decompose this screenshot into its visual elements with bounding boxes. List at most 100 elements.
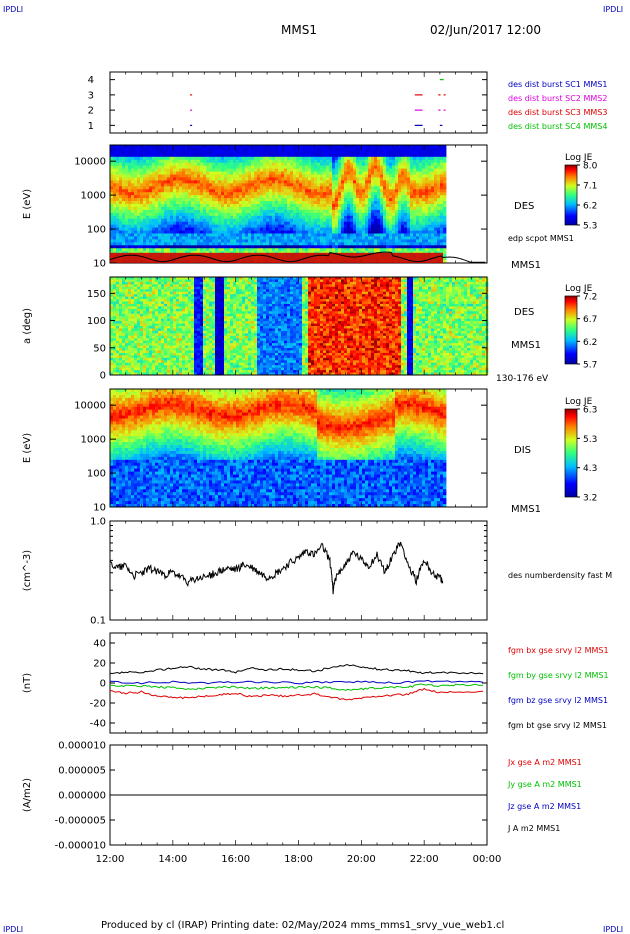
spectrogram-cell [185,156,189,161]
spectrogram-cell [332,209,336,214]
spectrogram-cell [293,236,297,240]
spectrogram-cell [437,245,441,249]
spectrogram-cell [326,248,330,252]
spectrogram-cell [380,230,384,234]
spectrogram-cell [332,212,336,217]
spectrogram-cell [413,198,417,202]
spectrogram-cell [296,180,300,184]
spectrogram-cell [353,159,357,164]
spectrogram-cell [338,224,342,228]
spectrogram-cell [116,308,120,312]
spectrogram-cell [431,206,435,211]
spectrogram-cell [248,218,252,223]
spectrogram-cell [443,248,447,252]
spectrogram-cell [260,248,264,252]
spectrogram-cell [359,227,363,231]
spectrogram-cell [155,159,159,164]
spectrogram-cell [281,224,285,228]
spectrogram-cell [401,168,405,172]
spectrogram-cell [383,180,387,184]
spectrogram-cell [116,218,120,223]
spectrogram-cell [236,153,240,158]
spectrogram-cell [401,162,405,167]
spectrogram-cell [392,168,396,172]
spectrogram-cell [368,147,372,152]
spectrogram-cell [167,242,171,246]
spectrogram-cell [341,153,345,158]
spectrogram-cell [122,198,126,202]
spectrogram-cell [431,215,435,220]
spectrogram-cell [407,174,411,178]
spectrogram-cell [272,248,276,252]
spectrogram-cell [197,215,201,220]
spectrogram-cell [179,230,183,234]
spectrogram-cell [209,198,213,202]
spectrogram-cell [119,303,123,307]
spectrogram-cell [410,180,414,184]
spectrogram-cell [140,189,144,193]
spectrogram-cell [236,206,240,211]
spectrogram-cell [113,289,117,293]
spectrogram-cell [299,156,303,161]
spectrogram-cell [431,242,435,246]
spectrogram-cell [194,236,198,240]
spectrogram-cell [338,145,342,149]
spectrogram-cell [113,321,117,324]
spectrogram-cell [146,165,150,169]
spectrogram-cell [137,201,141,205]
spectrogram-cell [260,183,264,187]
spectrogram-cell [110,355,114,359]
spectrogram-cell [386,209,390,214]
spectrogram-cell [236,201,240,205]
spectrogram-cell [155,221,159,226]
spectrogram-cell [176,201,180,205]
spectrogram-cell [275,162,279,167]
spectrogram-cell [248,245,252,249]
spectrogram-cell [116,186,120,190]
spectrogram-cell [248,204,252,208]
spectrogram-cell [182,239,186,243]
spectrogram-cell [113,145,117,149]
spectrogram-cell [395,174,399,178]
spectrogram-cell [374,186,378,190]
spectrogram-cell [335,245,339,249]
spectrogram-cell [215,147,219,152]
spectrogram-cell [383,215,387,220]
spectrogram-cell [275,156,279,161]
spectrogram-cell [155,183,159,187]
spectrogram-cell [167,239,171,243]
spectrogram-cell [437,233,441,237]
spectrogram-cell [197,165,201,169]
spectrogram-cell [215,192,219,196]
spectrogram-cell [395,227,399,231]
spectrogram-cell [230,165,234,169]
spectrogram-cell [149,189,153,193]
spectrogram-cell [176,192,180,196]
spectrogram-cell [392,195,396,199]
spectrogram-cell [422,245,426,249]
spectrogram-cell [203,168,207,172]
spectrogram-cell [278,212,282,217]
spectrogram-cell [290,177,294,181]
spectrogram-cell [206,209,210,214]
spectrogram-cell [227,233,231,237]
spectrogram-cell [272,221,276,226]
spectrogram-cell [158,159,162,164]
spectrogram-cell [344,165,348,169]
spectrogram-cell [281,215,285,220]
spectrogram-cell [290,215,294,220]
spectrogram-cell [281,212,285,217]
spectrogram-cell [197,195,201,199]
spectrogram-cell [161,233,165,237]
spectrogram-cell [233,195,237,199]
spectrogram-cell [353,145,357,149]
spectrogram-cell [341,198,345,202]
spectrogram-cell [248,198,252,202]
spectrogram-cell [314,171,318,175]
spectrogram-cell [116,335,120,339]
spectrogram-cell [203,177,207,181]
spectrogram-cell [110,189,114,193]
spectrogram-cell [233,204,237,208]
spectrogram-cell [155,162,159,167]
spectrogram-cell [377,177,381,181]
